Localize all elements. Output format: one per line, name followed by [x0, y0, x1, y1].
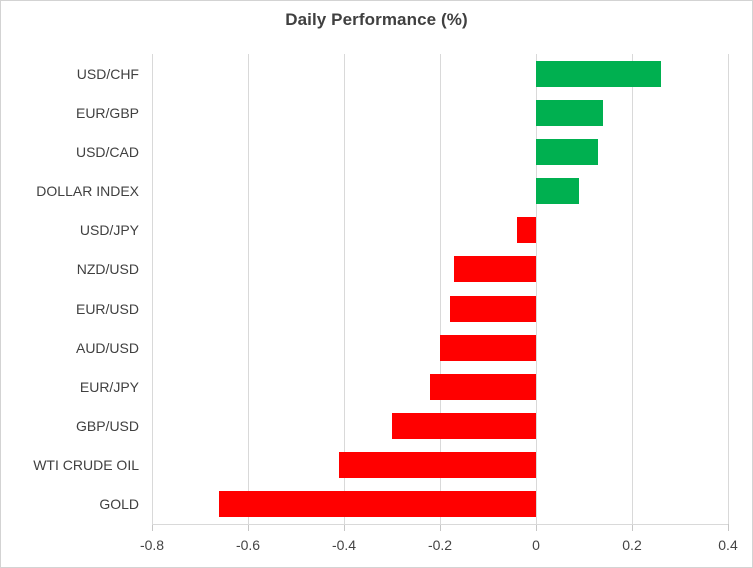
- category-label-aud-usd: AUD/USD: [75, 339, 139, 356]
- x-tick-label--0.6: -0.6: [235, 537, 261, 553]
- category-label-eur-gbp: EUR/GBP: [75, 104, 139, 121]
- axis-tick-0.2: [631, 524, 633, 531]
- axis-tick--0.8: [151, 524, 153, 531]
- category-label-usd-jpy: USD/JPY: [79, 222, 139, 239]
- gridline--0.6: [247, 54, 249, 524]
- bar-nzd-usd: [454, 256, 536, 283]
- gridline-0.2: [631, 54, 633, 524]
- x-tick-label--0.4: -0.4: [331, 537, 357, 553]
- bar-usd-jpy: [516, 217, 536, 244]
- bar-gold: [219, 491, 536, 518]
- x-tick-label-0.2: 0.2: [622, 537, 642, 553]
- bar-eur-gbp: [536, 99, 604, 126]
- category-label-dollar-index: DOLLAR INDEX: [36, 183, 139, 200]
- category-label-eur-usd: EUR/USD: [75, 300, 139, 317]
- x-tick-label--0.2: -0.2: [427, 537, 453, 553]
- chart-title: Daily Performance (%): [285, 10, 468, 29]
- category-label-gold: GOLD: [99, 496, 139, 513]
- gridline-0: [535, 54, 537, 524]
- axis-tick--0.4: [343, 524, 345, 531]
- x-tick-label-0: 0: [532, 537, 540, 553]
- category-label-wti-crude-oil: WTI CRUDE OIL: [33, 457, 139, 474]
- gridline--0.2: [439, 54, 441, 524]
- bar-wti-crude-oil: [339, 452, 536, 479]
- category-axis-line: [152, 524, 728, 525]
- category-label-eur-jpy: EUR/JPY: [79, 378, 139, 395]
- gridline--0.8: [151, 54, 153, 524]
- bar-eur-jpy: [430, 373, 536, 400]
- axis-tick--0.6: [247, 524, 249, 531]
- bar-usd-cad: [536, 138, 599, 165]
- x-tick-label-0.4: 0.4: [718, 537, 738, 553]
- axis-tick-0.4: [727, 524, 729, 531]
- bar-aud-usd: [440, 334, 536, 361]
- axis-tick-0: [535, 524, 537, 531]
- gridline-0.4: [727, 54, 729, 524]
- category-label-usd-cad: USD/CAD: [75, 143, 139, 160]
- category-label-nzd-usd: NZD/USD: [76, 261, 139, 278]
- x-tick-label--0.8: -0.8: [139, 537, 165, 553]
- bar-dollar-index: [536, 178, 580, 205]
- gridline--0.4: [343, 54, 345, 524]
- axis-tick--0.2: [439, 524, 441, 531]
- category-label-usd-chf: USD/CHF: [76, 65, 139, 82]
- bar-eur-usd: [449, 295, 536, 322]
- bar-gbp-usd: [392, 413, 536, 440]
- category-label-gbp-usd: GBP/USD: [75, 418, 139, 435]
- bar-usd-chf: [536, 60, 661, 87]
